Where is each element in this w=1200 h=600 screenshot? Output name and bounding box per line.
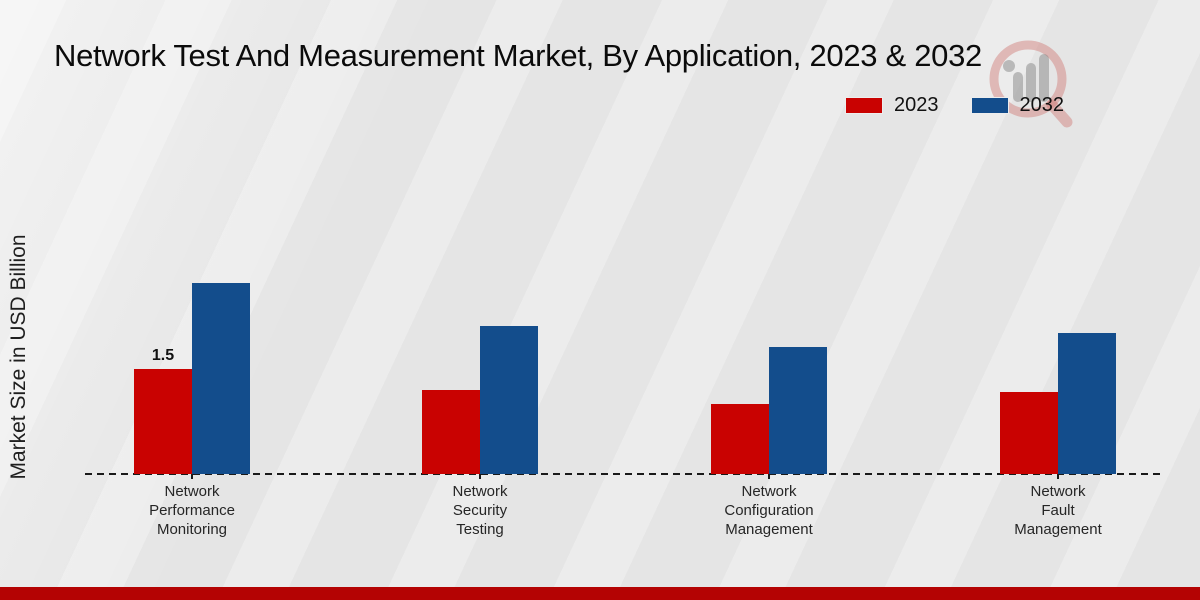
chart-title: Network Test And Measurement Market, By … xyxy=(54,38,982,73)
footer-accent-bar xyxy=(0,587,1200,600)
legend-swatch-2023 xyxy=(845,96,883,114)
bar-2023-3 xyxy=(711,404,769,474)
bar-2032-1 xyxy=(192,283,250,474)
bar-2032-2 xyxy=(480,326,538,474)
bar-2023-2 xyxy=(422,390,480,474)
x-tick xyxy=(191,474,193,479)
bar-2023-4 xyxy=(1000,392,1058,474)
legend: 2023 2032 xyxy=(845,93,1065,116)
x-axis-baseline xyxy=(85,473,1163,475)
bar-2032-3 xyxy=(769,347,827,474)
legend-label-2032: 2032 xyxy=(1019,93,1065,116)
x-tick xyxy=(479,474,481,479)
x-category-label: Network Security Testing xyxy=(452,483,508,538)
legend-label-2023: 2023 xyxy=(894,93,939,116)
magnifier-growth-bars-watermark-icon xyxy=(989,40,1073,128)
x-tick xyxy=(768,474,770,479)
bar-value-label: 1.5 xyxy=(151,347,175,364)
x-category-label: Network Configuration Management xyxy=(724,483,814,538)
x-category-label: Network Performance Monitoring xyxy=(149,483,235,538)
bar-2023-1 xyxy=(134,369,192,474)
x-tick xyxy=(1057,474,1059,479)
x-category-label: Network Fault Management xyxy=(1014,483,1102,538)
legend-swatch-2032 xyxy=(970,96,1009,114)
bar-2032-4 xyxy=(1058,333,1116,474)
